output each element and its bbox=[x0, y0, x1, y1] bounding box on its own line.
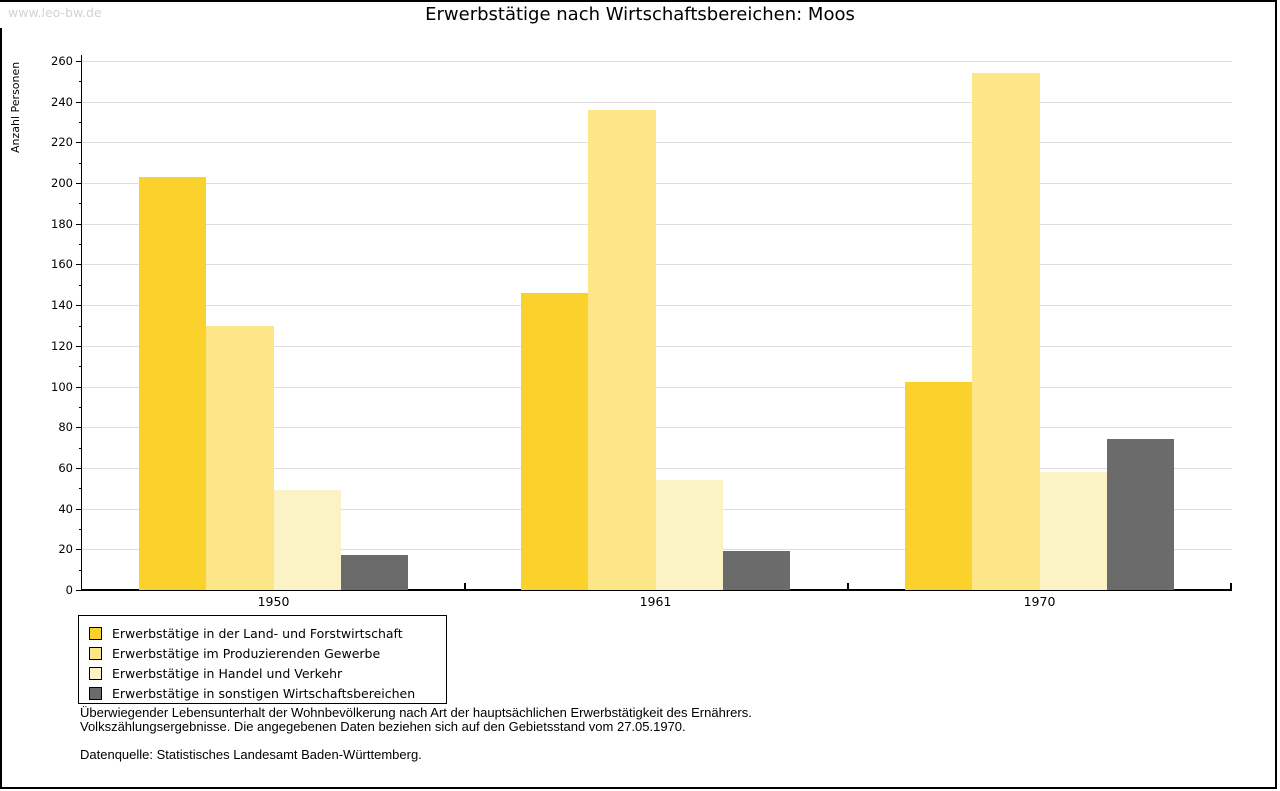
y-tick-170 bbox=[79, 244, 82, 246]
gridline-y-240 bbox=[82, 101, 1232, 103]
y-tick-90 bbox=[79, 406, 82, 408]
legend-label-handel-verkehr: Erwerbstätige in Handel und Verkehr bbox=[112, 665, 343, 681]
gridline-y-140 bbox=[82, 305, 1232, 307]
gridline-y-180 bbox=[82, 223, 1232, 225]
x-boundary-tick-0 bbox=[463, 583, 466, 590]
y-tick-label-200: 200 bbox=[51, 176, 73, 191]
chart-title: Erwerbstätige nach Wirtschaftsbereichen:… bbox=[425, 4, 855, 25]
y-tick-220 bbox=[76, 142, 82, 144]
y-tick-label-160: 160 bbox=[51, 257, 73, 272]
y-axis-line bbox=[81, 55, 82, 591]
gridline-y-220 bbox=[82, 142, 1232, 144]
x-tick-label-1970: 1970 bbox=[1023, 594, 1056, 609]
y-tick-260 bbox=[76, 61, 82, 62]
bar-1961-series-2 bbox=[655, 480, 723, 590]
y-tick-240 bbox=[76, 101, 82, 103]
y-tick-180 bbox=[76, 223, 82, 225]
y-tick-130 bbox=[79, 325, 82, 327]
y-tick-140 bbox=[76, 305, 82, 307]
y-tick-70 bbox=[79, 447, 82, 449]
y-tick-30 bbox=[79, 528, 82, 530]
y-tick-label-220: 220 bbox=[51, 135, 73, 150]
chart-legend: Erwerbstätige in der Land- und Forstwirt… bbox=[78, 615, 447, 704]
footnote-source: Datenquelle: Statistisches Landesamt Bad… bbox=[80, 747, 422, 762]
y-tick-10 bbox=[79, 569, 82, 571]
y-tick-190 bbox=[79, 203, 82, 205]
legend-swatch-handel-verkehr bbox=[89, 666, 102, 680]
y-tick-label-40: 40 bbox=[58, 501, 73, 516]
y-tick-label-260: 260 bbox=[51, 54, 73, 68]
gridline-y-160 bbox=[82, 264, 1232, 266]
bar-1950-series-1 bbox=[206, 325, 274, 590]
legend-swatch-sonstige-wirtschaftsbereiche bbox=[89, 686, 102, 700]
footnote-line-2: Volkszählungsergebnisse. Die angegebenen… bbox=[80, 719, 686, 734]
legend-item-land-forstwirtschaft: Erwerbstätige in der Land- und Forstwirt… bbox=[89, 623, 446, 643]
y-tick-label-20: 20 bbox=[58, 542, 73, 557]
x-tick-label-1950: 1950 bbox=[257, 594, 290, 609]
gridline-y-80 bbox=[82, 427, 1232, 429]
legend-label-land-forstwirtschaft: Erwerbstätige in der Land- und Forstwirt… bbox=[112, 625, 403, 641]
bar-1970-series-1 bbox=[972, 73, 1040, 590]
y-axis-title: Anzahl Personen bbox=[9, 61, 22, 153]
y-tick-label-80: 80 bbox=[58, 420, 73, 435]
legend-swatch-land-forstwirtschaft bbox=[89, 626, 102, 640]
legend-label-sonstige-wirtschaftsbereiche: Erwerbstätige in sonstigen Wirtschaftsbe… bbox=[112, 685, 416, 701]
bar-1961-series-3 bbox=[722, 551, 790, 590]
x-boundary-tick-2 bbox=[1230, 583, 1232, 590]
watermark-text: www.leo-bw.de bbox=[0, 2, 116, 28]
bar-1970-series-0 bbox=[905, 382, 973, 590]
bar-1950-series-2 bbox=[273, 490, 341, 590]
legend-label-produzierendes-gewerbe: Erwerbstätige im Produzierenden Gewerbe bbox=[112, 645, 381, 661]
gridline-y-200 bbox=[82, 183, 1232, 185]
x-tick-label-1961: 1961 bbox=[639, 594, 672, 609]
bar-1961-series-1 bbox=[588, 109, 656, 590]
gridline-y-100 bbox=[82, 386, 1232, 388]
y-tick-label-60: 60 bbox=[58, 460, 73, 475]
x-boundary-tick-1 bbox=[846, 583, 849, 590]
y-tick-120 bbox=[76, 345, 82, 347]
y-tick-40 bbox=[76, 508, 82, 510]
y-tick-label-140: 140 bbox=[51, 298, 73, 313]
y-tick-250 bbox=[79, 81, 82, 83]
y-tick-label-240: 240 bbox=[51, 94, 73, 109]
gridline-y-260 bbox=[82, 61, 1232, 62]
y-tick-200 bbox=[76, 183, 82, 185]
bar-1950-series-3 bbox=[340, 555, 408, 590]
y-tick-0 bbox=[76, 590, 82, 591]
y-tick-210 bbox=[79, 162, 82, 164]
legend-item-handel-verkehr: Erwerbstätige in Handel und Verkehr bbox=[89, 663, 446, 683]
legend-item-sonstige-wirtschaftsbereiche: Erwerbstätige in sonstigen Wirtschaftsbe… bbox=[89, 683, 446, 703]
y-tick-150 bbox=[79, 284, 82, 286]
y-tick-label-180: 180 bbox=[51, 216, 73, 231]
footnote-line-1: Überwiegender Lebensunterhalt der Wohnbe… bbox=[80, 705, 752, 720]
y-tick-80 bbox=[76, 427, 82, 429]
x-axis-line bbox=[81, 589, 1232, 591]
bar-1970-series-2 bbox=[1039, 471, 1107, 590]
y-tick-110 bbox=[79, 366, 82, 368]
legend-swatch-produzierendes-gewerbe bbox=[89, 646, 102, 660]
y-tick-60 bbox=[76, 467, 82, 469]
y-tick-20 bbox=[76, 549, 82, 551]
bar-1961-series-0 bbox=[521, 292, 589, 590]
y-tick-50 bbox=[79, 488, 82, 490]
y-tick-label-120: 120 bbox=[51, 338, 73, 353]
gridline-y-120 bbox=[82, 345, 1232, 347]
y-tick-100 bbox=[76, 386, 82, 388]
y-tick-230 bbox=[79, 122, 82, 124]
gridline-y-60 bbox=[82, 467, 1232, 469]
y-tick-label-0: 0 bbox=[65, 583, 73, 597]
y-tick-160 bbox=[76, 264, 82, 266]
bar-1950-series-0 bbox=[139, 176, 207, 590]
legend-item-produzierendes-gewerbe: Erwerbstätige im Produzierenden Gewerbe bbox=[89, 643, 446, 663]
y-tick-label-100: 100 bbox=[51, 379, 73, 394]
bar-1970-series-3 bbox=[1106, 439, 1174, 590]
